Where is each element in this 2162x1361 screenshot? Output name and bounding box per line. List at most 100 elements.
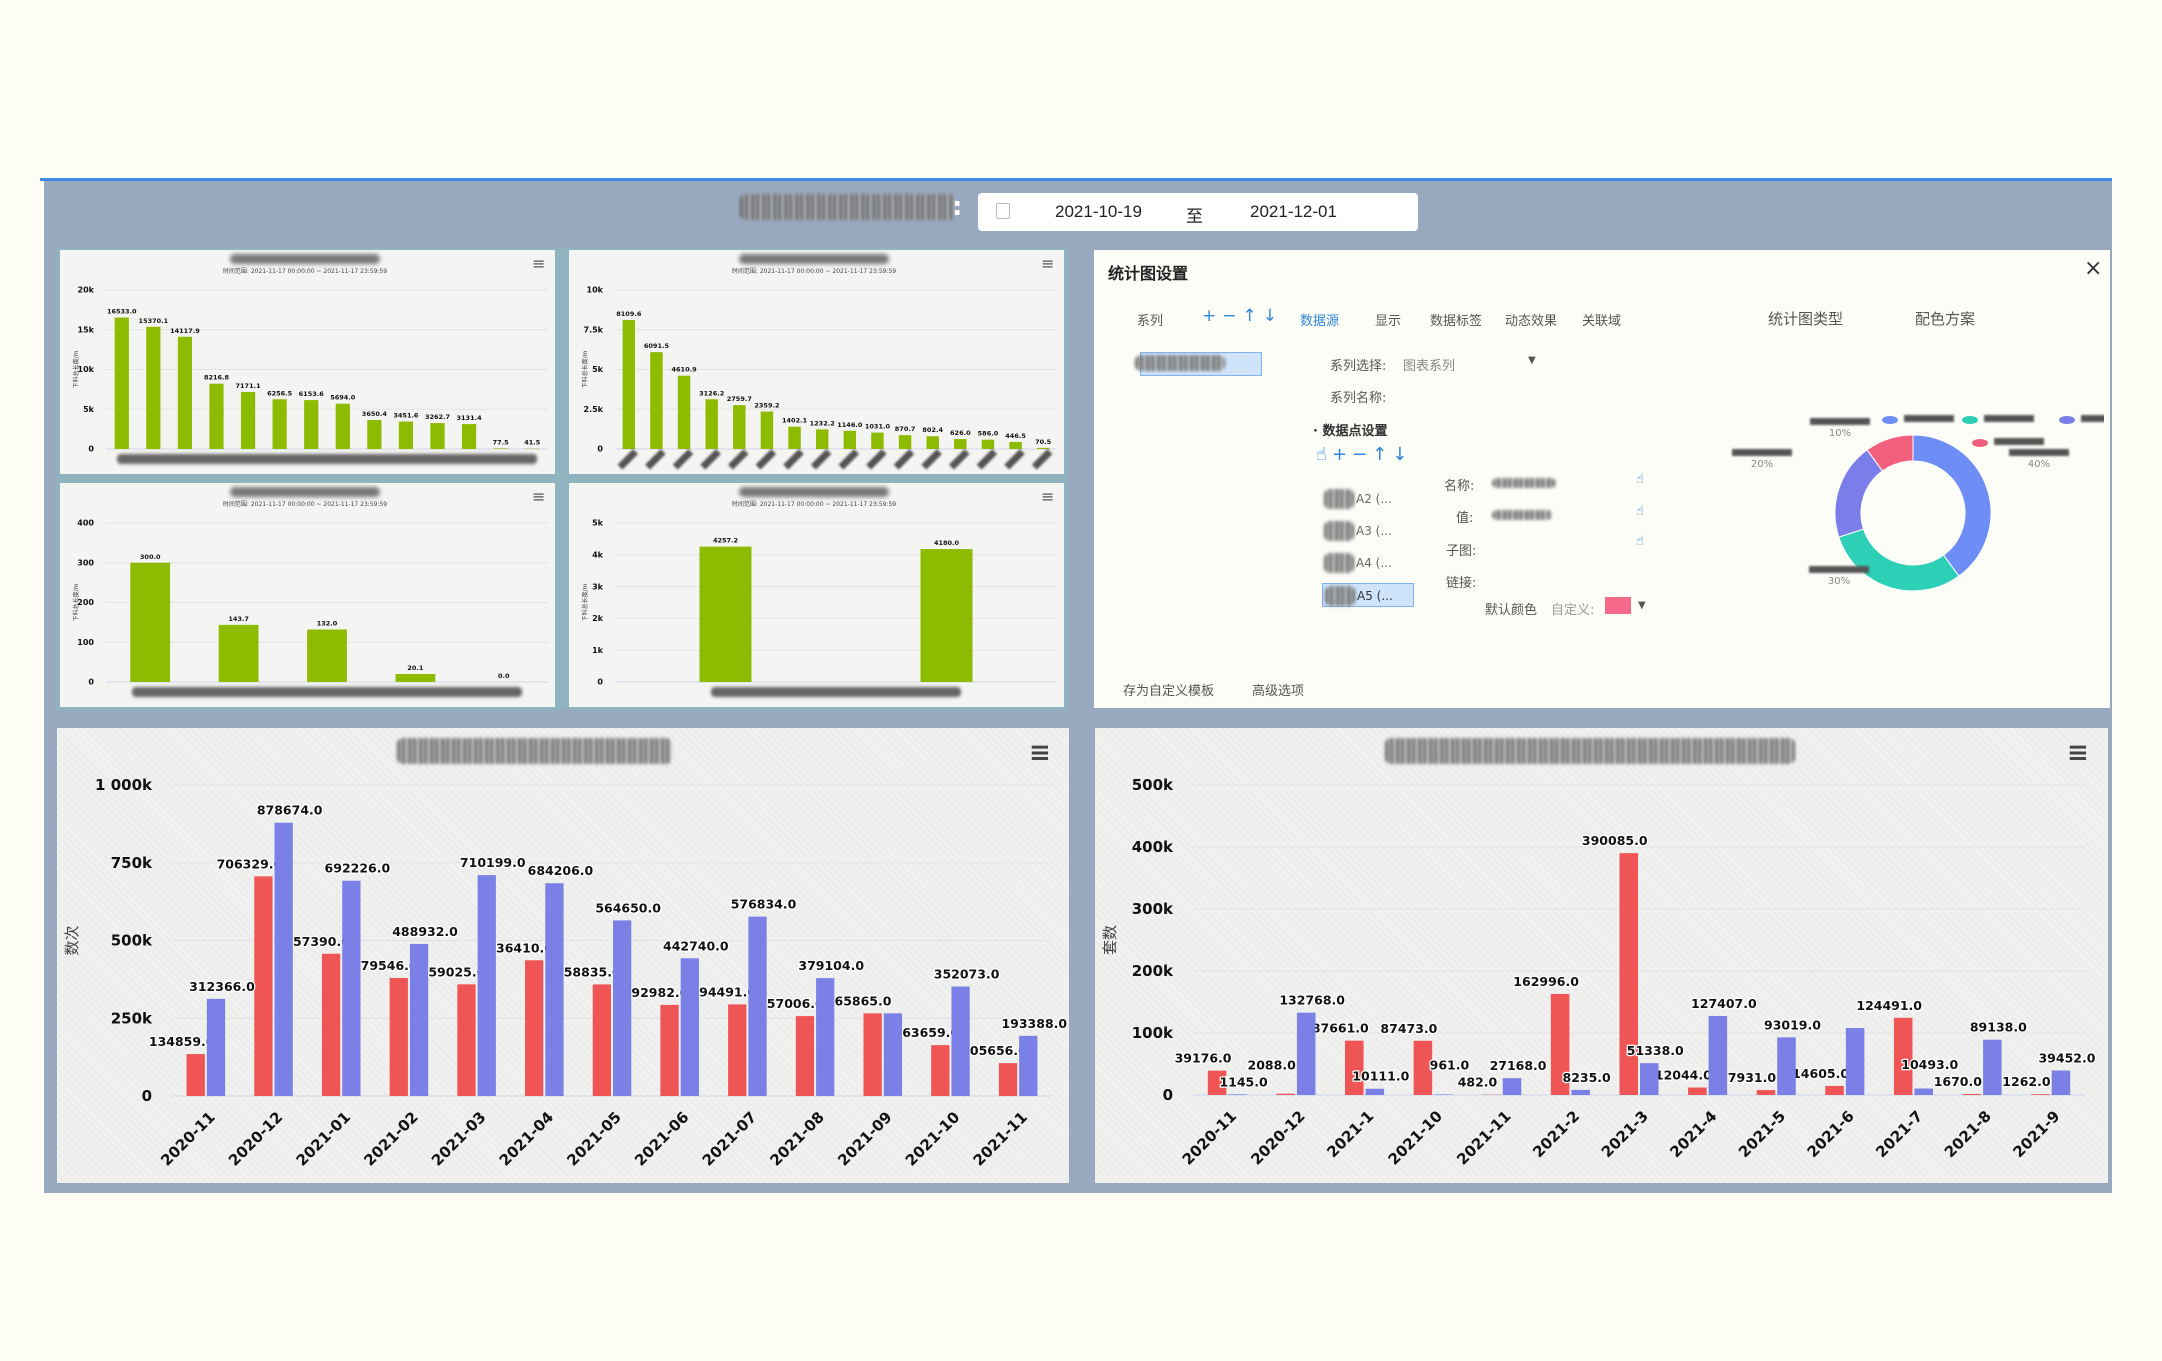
chevron-down-icon[interactable]: ▼ <box>1638 600 1646 611</box>
close-icon[interactable]: × <box>2084 256 2103 281</box>
bar <box>1276 1093 1295 1095</box>
tab-datalabel[interactable]: 数据标签 <box>1430 314 1483 329</box>
bar <box>209 383 224 449</box>
bar <box>304 400 319 449</box>
donut-slice <box>1834 449 1884 538</box>
data-label: 870.7 <box>895 425 916 433</box>
save-template-button[interactable]: 存为自定义模板 <box>1123 684 1215 699</box>
add-icon[interactable]: + <box>1331 444 1353 465</box>
date-to[interactable]: 2021-12-01 <box>1250 202 1337 221</box>
x-tick-label: 2021-09 <box>834 1108 895 1169</box>
bar <box>1009 441 1022 449</box>
x-tick-label-redacted <box>727 449 749 470</box>
data-label: 442740.0 <box>663 938 729 953</box>
x-tick-label-redacted <box>783 449 804 470</box>
data-label: 692226.0 <box>325 861 391 876</box>
datapoint-item[interactable]: A4 (... <box>1322 551 1414 575</box>
chart-title-redacted <box>230 254 380 264</box>
datapoint-item[interactable]: A3 (... <box>1322 519 1414 543</box>
hand-icon[interactable]: ☝ <box>1316 444 1332 465</box>
chart-subtitle: 时间范围: 2021-11-17 00:00:00 ~ 2021-11-17 2… <box>732 267 896 275</box>
data-label: 10111.0 <box>1352 1069 1409 1084</box>
remove-icon[interactable]: − <box>1352 444 1373 465</box>
x-tick-label: 2021-4 <box>1666 1107 1720 1161</box>
chevron-down-icon[interactable]: ▼ <box>1528 355 1536 366</box>
data-label: 3131.4 <box>457 414 483 422</box>
data-label: 7171.1 <box>236 382 262 390</box>
bar <box>871 432 884 449</box>
edit-icon[interactable]: ☝ <box>1636 534 1644 549</box>
bar <box>389 977 408 1096</box>
add-icon[interactable]: + <box>1202 306 1223 326</box>
data-label: 20.1 <box>407 664 424 672</box>
remove-icon[interactable]: − <box>1222 306 1243 326</box>
tab-animation[interactable]: 动态效果 <box>1505 314 1558 329</box>
color-swatch[interactable] <box>1605 597 1631 614</box>
data-label: 1670.0 <box>1934 1074 1983 1089</box>
tab-relation[interactable]: 关联域 <box>1582 314 1622 329</box>
field-value-value[interactable] <box>1492 510 1552 520</box>
default-color-option[interactable]: 默认颜色 <box>1485 603 1538 618</box>
data-label: 39452.0 <box>2038 1051 2095 1066</box>
series-select-value[interactable]: 图表系列 <box>1403 359 1456 374</box>
move-down-icon[interactable]: ↓ <box>1392 444 1413 465</box>
x-tick-label-redacted <box>672 449 694 470</box>
y-tick-label: 0 <box>597 445 603 454</box>
data-label: 12044.0 <box>1655 1068 1712 1083</box>
x-tick-label-redacted <box>1004 449 1025 470</box>
date-range-colon: : <box>952 192 963 222</box>
move-up-icon[interactable]: ↑ <box>1372 444 1393 465</box>
legend-marker-icon <box>2059 416 2075 424</box>
edit-icon[interactable]: ☝ <box>1636 472 1644 487</box>
field-name-value[interactable] <box>1492 478 1556 488</box>
bar <box>795 1016 815 1096</box>
bar <box>680 958 699 1096</box>
datapoint-item-selected[interactable]: A5 (... <box>1322 583 1414 607</box>
advanced-options-button[interactable]: 高级选项 <box>1252 684 1305 699</box>
chart-menu-icon[interactable]: ≡ <box>1041 487 1055 506</box>
bar <box>760 411 774 449</box>
y-tick-label: 200 <box>77 598 94 607</box>
bar <box>1296 1012 1316 1095</box>
dialog-title: 统计图设置 <box>1108 264 1189 283</box>
x-tick-label-redacted <box>1031 449 1053 470</box>
bar <box>1983 1039 2002 1095</box>
data-label: 0.0 <box>498 672 510 680</box>
move-up-icon[interactable]: ↑ <box>1242 306 1263 326</box>
tab-datasource[interactable]: 数据源 <box>1300 314 1340 329</box>
datapoint-item[interactable]: A2 (... <box>1322 487 1414 511</box>
bar <box>728 1004 747 1096</box>
chart-menu-icon[interactable]: ≡ <box>532 487 546 506</box>
donut-slice <box>1912 434 1992 577</box>
chart-menu-icon[interactable]: ≡ <box>2067 738 2089 768</box>
bar <box>883 1013 903 1096</box>
x-tick-label-redacted <box>948 449 970 470</box>
chart-type-dropdown[interactable]: 统计图类型 <box>1768 310 1844 328</box>
legend-marker-icon <box>1962 416 1978 424</box>
bar <box>1845 1028 1865 1095</box>
color-scheme-dropdown[interactable]: 配色方案 <box>1915 310 1976 328</box>
tab-display[interactable]: 显示 <box>1375 314 1402 329</box>
y-tick-label: 10k <box>78 365 95 374</box>
bar <box>1756 1090 1776 1095</box>
y-tick-label: 400k <box>1132 838 1174 856</box>
bar <box>130 562 171 682</box>
tab-series[interactable]: 系列 <box>1137 314 1164 329</box>
chart-menu-icon[interactable]: ≡ <box>532 254 546 273</box>
calendar-icon <box>996 203 1010 219</box>
data-label: 802.4 <box>922 426 943 434</box>
bar <box>1207 1070 1227 1095</box>
move-down-icon[interactable]: ↓ <box>1262 306 1283 326</box>
date-range-picker[interactable]: 2021-10-19 至 2021-12-01 <box>978 193 1418 231</box>
chart-menu-icon[interactable]: ≡ <box>1029 738 1051 768</box>
data-label: 51338.0 <box>1627 1043 1684 1058</box>
date-from[interactable]: 2021-10-19 <box>1055 202 1142 221</box>
x-tick-label-redacted <box>645 449 666 470</box>
x-tick-label-redacted <box>838 449 860 470</box>
edit-icon[interactable]: ☝ <box>1636 504 1644 519</box>
selected-series-item[interactable] <box>1135 352 1262 376</box>
chart-menu-icon[interactable]: ≡ <box>1041 254 1055 273</box>
bar <box>335 403 350 449</box>
data-label: 4180.0 <box>934 539 960 547</box>
data-label: 358835.0 <box>555 964 621 979</box>
